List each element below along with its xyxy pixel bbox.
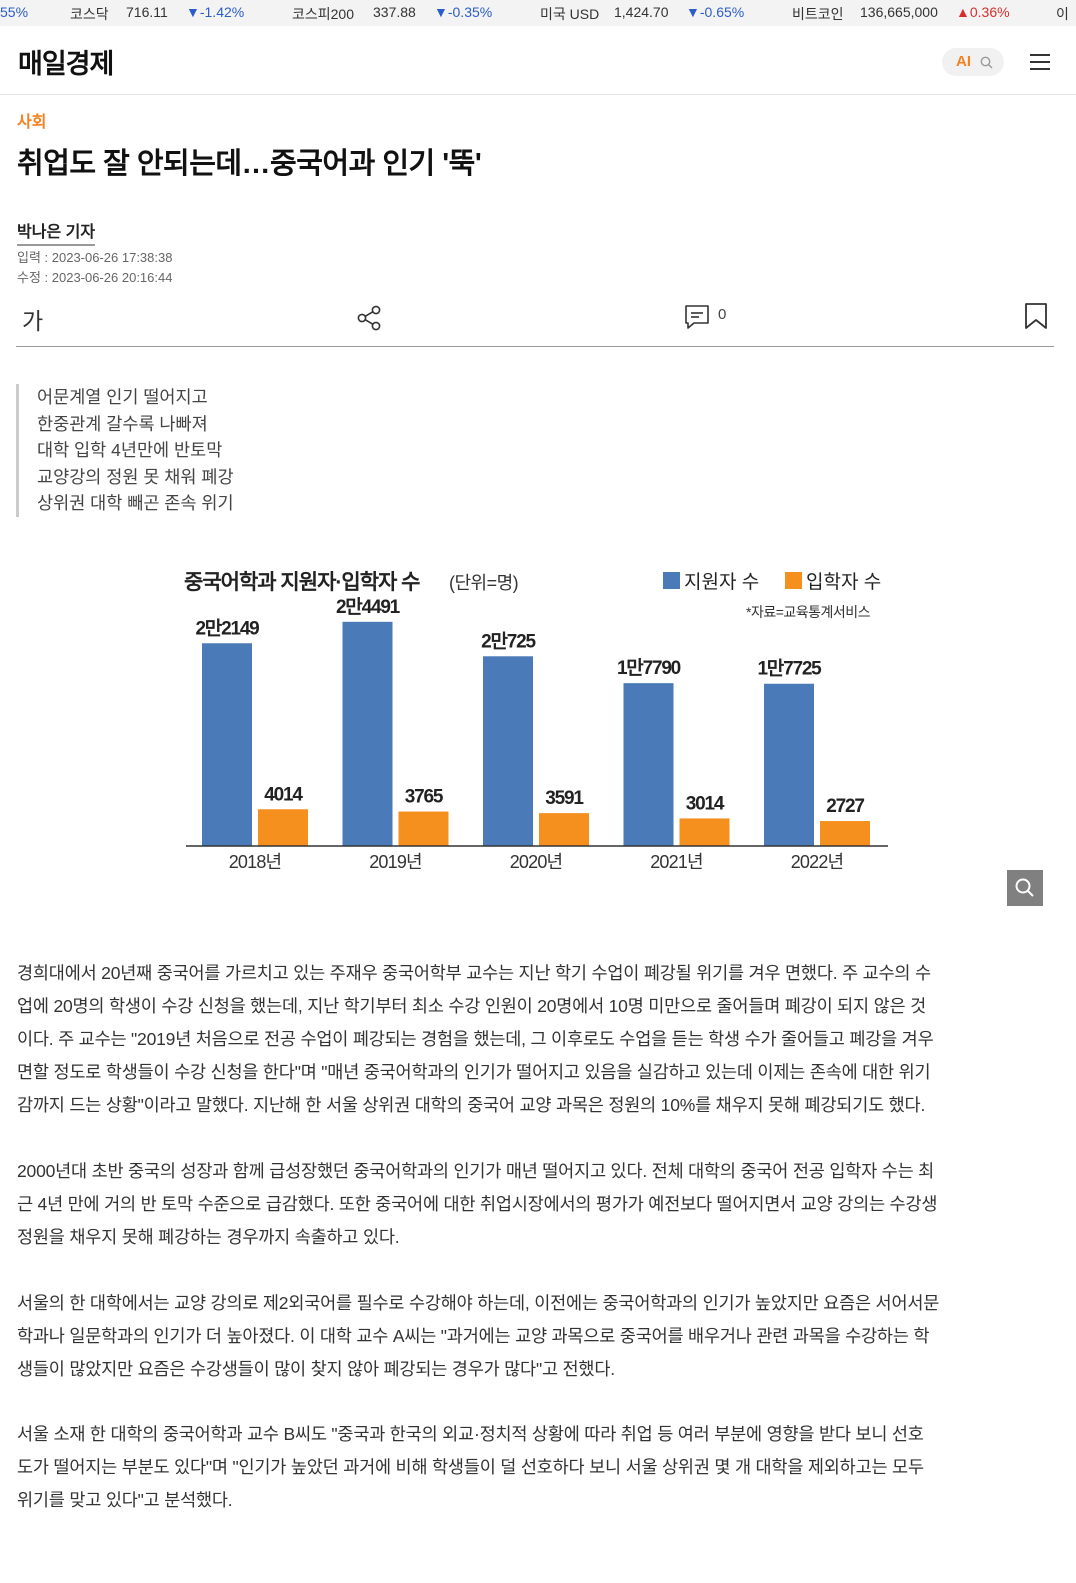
summary-line: 교양강의 정원 못 채워 폐강 (37, 466, 234, 487)
reporter-name[interactable]: 박나은 기자 (17, 218, 96, 246)
bar-value-label: 4014 (264, 784, 303, 805)
bar-value-label: 2만4491 (336, 596, 401, 618)
x-tick-label: 2022년 (791, 852, 844, 872)
ticker-value: 716.11 (126, 4, 168, 20)
modified-time: 수정 : 2023-06-26 20:16:44 (17, 270, 173, 285)
site-logo[interactable]: 매일경제 (18, 49, 114, 79)
article-chart-image: 중국어학과 지원자·입학자 수 (단위=명) 지원자 수 입학자 수 *자료=교… (176, 560, 896, 880)
ticker-item-kospi200[interactable]: 코스피200 (292, 4, 354, 24)
ticker-change: ▼-0.65% (686, 4, 745, 20)
comment-icon[interactable] (684, 304, 710, 330)
article-paragraph: 경희대에서 20년째 중국어를 가르치고 있는 주재우 중국어학부 교수는 지난… (17, 957, 1057, 1122)
summary-line: 대학 입학 4년만에 반토막 (37, 440, 223, 460)
legend-swatch-applicants (663, 572, 680, 589)
zoom-image-button[interactable] (1007, 870, 1043, 906)
comment-count[interactable]: 0 (718, 306, 727, 323)
search-icon (980, 56, 993, 69)
ticker-item[interactable]: 55% (0, 4, 28, 20)
paragraph-line: 경희대에서 20년째 중국어를 가르치고 있는 주재우 중국어학부 교수는 지난… (17, 963, 931, 983)
site-header: 매일경제 AI (0, 26, 1076, 95)
font-size-button[interactable]: 가 (22, 308, 44, 334)
paragraph-line: 업에 20명의 학생이 수강 신청을 했는데, 지난 학기부터 최소 수강 인원… (17, 996, 926, 1016)
ticker-value: 136,665,000 (860, 4, 938, 20)
paragraph-line: 2000년대 초반 중국의 성장과 함께 급성장했던 중국어학과의 인기가 매년… (17, 1161, 935, 1181)
paragraph-line: 서울의 한 대학에서는 교양 강의로 제2외국어를 필수로 수강해야 하는데, … (17, 1293, 940, 1313)
share-icon[interactable] (356, 304, 384, 332)
ticker-item[interactable]: 이 (1056, 6, 1069, 22)
paragraph-line: 면할 정도로 학생들이 수강 신청을 한다"며 "매년 중국어학과의 인기가 떨… (17, 1062, 931, 1082)
bar-applicants (483, 656, 533, 846)
paragraph-line: 서울 소재 한 대학의 중국어학과 교수 B씨도 "중국과 한국의 외교·정치적… (17, 1424, 924, 1444)
bar-admitted (539, 813, 589, 846)
ticker-change: 55% (0, 4, 29, 20)
paragraph-line: 생들이 많았지만 요즘은 수강생들이 많이 찾지 않아 폐강되는 경우가 많다"… (17, 1359, 615, 1379)
ticker-name: 비트코인 (792, 6, 844, 22)
magnifier-icon (1015, 878, 1034, 897)
paragraph-line: 도가 떨어지는 부분도 있다"며 "인기가 높았던 과거에 비해 학생들이 덜 … (17, 1457, 924, 1477)
ai-label: AI (956, 53, 971, 70)
ticker-item-usd[interactable]: 미국 USD (540, 4, 599, 24)
summary-line: 상위권 대학 빼곤 존속 위기 (37, 493, 234, 513)
paragraph-line: 감까지 드는 상황"이라고 말했다. 지난해 한 서울 상위권 대학의 중국어 … (17, 1095, 926, 1115)
published-time: 입력 : 2023-06-26 17:38:38 (17, 250, 173, 265)
bar-value-label: 3591 (545, 788, 584, 809)
paragraph-line: 위기를 맞고 있다"고 분석했다. (17, 1490, 233, 1510)
bar-value-label: 3014 (686, 793, 725, 814)
x-tick-label: 2021년 (650, 852, 703, 872)
x-tick-label: 2019년 (369, 852, 422, 872)
bar-value-label: 1만7725 (757, 658, 822, 680)
bar-value-label: 2만2149 (195, 617, 259, 639)
ticker-value: 1,424.70 (614, 4, 669, 20)
article-toolbar: 가 0 (16, 296, 1054, 347)
paragraph-line: 학과나 일문학과의 인기가 더 높아졌다. 이 대학 교수 A씨는 "과거에는 … (17, 1326, 930, 1346)
bar-value-label: 3765 (405, 787, 444, 808)
summary-line: 한중관계 갈수록 나빠져 (37, 413, 208, 434)
ticker-item-bitcoin[interactable]: 비트코인 (792, 4, 844, 24)
bar-applicants (623, 683, 674, 846)
paragraph-line: 이다. 주 교수는 "2019년 처음으로 전공 수업이 폐강되는 경험을 했는… (17, 1029, 934, 1049)
legend-label-applicants: 지원자 수 (684, 571, 759, 593)
paragraph-line: 정원을 채우지 못해 폐강하는 경우까지 속출하고 있다. (17, 1227, 400, 1247)
bar-admitted (398, 811, 449, 846)
ticker-change: ▲0.36% (956, 4, 1010, 20)
article-paragraph: 서울의 한 대학에서는 교양 강의로 제2외국어를 필수로 수강해야 하는데, … (17, 1287, 1057, 1386)
article-paragraph: 서울 소재 한 대학의 중국어학과 교수 B씨도 "중국과 한국의 외교·정치적… (17, 1418, 1057, 1517)
legend-swatch-admitted (785, 572, 802, 589)
chart-title: 중국어학과 지원자·입학자 수 (184, 571, 420, 594)
bar-value-label: 1만7790 (617, 657, 681, 679)
paragraph-line: 근 4년 만에 거의 반 토막 수준으로 급감했다. 또한 중국어에 대한 취업… (17, 1194, 938, 1214)
ticker-item-kosdaq[interactable]: 코스닥 (70, 4, 109, 24)
bar-admitted (679, 818, 730, 846)
bar-admitted (820, 821, 870, 846)
article-headline: 취업도 잘 안되는데…중국어과 인기 '뚝' (17, 148, 482, 180)
bar-chart: 중국어학과 지원자·입학자 수 (단위=명) 지원자 수 입학자 수 *자료=교… (184, 571, 888, 872)
x-tick-label: 2018년 (229, 852, 282, 872)
ticker-name: 코스피200 (292, 6, 354, 22)
ticker-name: 미국 USD (540, 6, 600, 22)
ticker-change: ▼-0.35% (434, 4, 493, 20)
bookmark-icon[interactable] (1024, 302, 1048, 330)
ticker-name: 코스닥 (70, 6, 109, 22)
ai-search-button[interactable]: AI (942, 48, 1004, 76)
summary-line: 어문계열 인기 떨어지고 (37, 387, 208, 407)
bar-value-label: 2727 (826, 796, 864, 817)
bar-applicants (342, 621, 393, 846)
chart-unit: (단위=명) (449, 573, 518, 593)
article-paragraph: 2000년대 초반 중국의 성장과 함께 급성장했던 중국어학과의 인기가 매년… (17, 1155, 1057, 1254)
market-ticker: 55% 코스닥 716.11 ▼-1.42% 코스피200 337.88 ▼-0… (0, 0, 1076, 26)
ticker-change: ▼-1.42% (186, 4, 245, 20)
ticker-value: 337.88 (373, 4, 416, 20)
article-summary: 어문계열 인기 떨어지고 한중관계 갈수록 나빠져 대학 입학 4년만에 반토막… (16, 384, 437, 517)
bar-applicants (202, 643, 252, 846)
menu-icon[interactable] (1030, 54, 1050, 70)
article-section[interactable]: 사회 (17, 114, 47, 131)
chart-source: *자료=교육통계서비스 (746, 604, 871, 620)
bar-admitted (258, 809, 308, 846)
x-tick-label: 2020년 (510, 852, 563, 872)
bar-applicants (764, 683, 814, 846)
bar-value-label: 2만725 (481, 630, 536, 652)
legend-label-admitted: 입학자 수 (806, 571, 881, 593)
